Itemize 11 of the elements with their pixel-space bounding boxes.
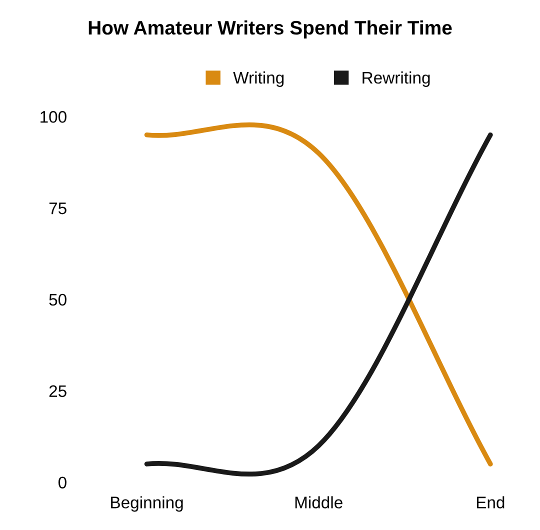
y-tick-label: 100 (40, 111, 66, 123)
legend-label: Rewriting (362, 71, 430, 87)
y-tick-label: 0 (58, 476, 66, 489)
x-tick-label: End (476, 496, 504, 508)
x-tick-label: Beginning (111, 496, 183, 512)
chart-title: How Amateur Writers Spend Their Time (88, 20, 452, 38)
y-tick-label: 50 (49, 294, 66, 306)
y-tick-label: 75 (49, 202, 66, 214)
legend-label: Writing (233, 71, 284, 87)
y-tick-label: 25 (49, 385, 66, 398)
x-tick-label: Middle (295, 496, 342, 508)
